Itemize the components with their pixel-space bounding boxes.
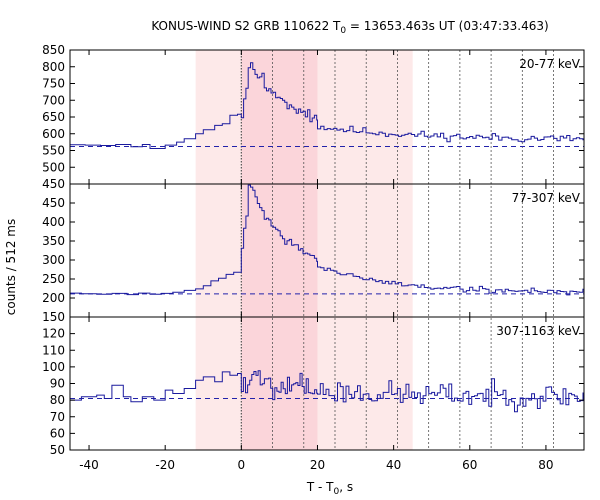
- y-tick-label: 120: [42, 327, 65, 341]
- y-tick-label: 400: [42, 215, 65, 229]
- y-tick-label: 90: [50, 377, 65, 391]
- y-tick-label: 150: [42, 310, 65, 324]
- light-curves: [70, 62, 584, 413]
- energy-band-label: 77-307 keV: [512, 191, 581, 205]
- y-tick-label: 110: [42, 343, 65, 357]
- axis-ticks: [70, 49, 584, 451]
- x-axis-title: T - T0, s: [306, 480, 353, 497]
- chart-title: KONUS-WIND S2 GRB 110622 T0 = 13653.463s…: [151, 19, 548, 36]
- y-tick-label: 750: [42, 77, 65, 91]
- y-tick-label: 350: [42, 234, 65, 248]
- y-tick-label: 700: [42, 93, 65, 107]
- x-tick-label: 80: [538, 458, 553, 472]
- y-tick-label: 50: [50, 443, 65, 457]
- y-tick-label: 550: [42, 144, 65, 158]
- dark-interval-band: [241, 50, 318, 450]
- x-tick-label: 40: [386, 458, 401, 472]
- light-curve-series: [70, 370, 584, 413]
- energy-band-label: 307-1163 keV: [496, 324, 580, 338]
- light-curve-series: [70, 184, 584, 296]
- x-tick-label: 20: [310, 458, 325, 472]
- y-tick-label: 250: [42, 272, 65, 286]
- y-tick-label: 650: [42, 110, 65, 124]
- light-curve-series: [70, 62, 584, 149]
- y-tick-label: 80: [50, 393, 65, 407]
- y-tick-label: 500: [42, 160, 65, 174]
- y-tick-label: 450: [42, 196, 65, 210]
- y-tick-label: 70: [50, 410, 65, 424]
- x-tick-label: 0: [238, 458, 246, 472]
- x-tick-label: 60: [462, 458, 477, 472]
- y-tick-label: 300: [42, 253, 65, 267]
- y-tick-label: 100: [42, 360, 65, 374]
- y-tick-label: 450: [42, 177, 65, 191]
- y-tick-label: 200: [42, 291, 65, 305]
- x-tick-label: -20: [155, 458, 175, 472]
- y-tick-label: 600: [42, 127, 65, 141]
- y-tick-label: 800: [42, 60, 65, 74]
- y-tick-label: 850: [42, 43, 65, 57]
- energy-band-label: 20-77 keV: [519, 57, 581, 71]
- y-tick-label: 60: [50, 426, 65, 440]
- x-tick-label: -40: [79, 458, 99, 472]
- y-axis-title: counts / 512 ms: [4, 219, 18, 315]
